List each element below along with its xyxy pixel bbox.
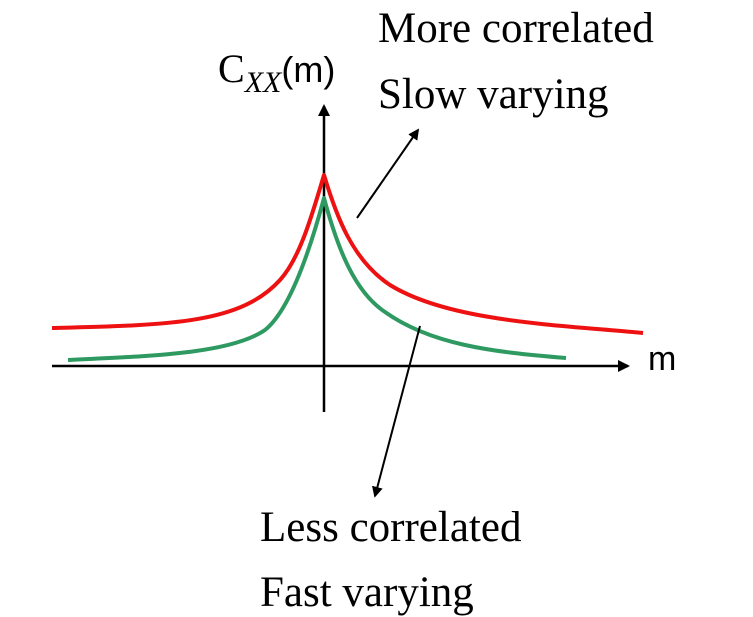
annotation-less-correlated-line1: Less correlated xyxy=(260,504,521,551)
x-axis-label: m xyxy=(648,340,676,378)
curve-less-correlated xyxy=(67,196,567,362)
curve-more-correlated xyxy=(51,173,644,335)
y-axis-label-subscript: XX xyxy=(244,66,283,99)
annotation-less-correlated-line2: Fast varying xyxy=(260,569,474,616)
annotation-more-correlated-line2: Slow varying xyxy=(378,71,609,118)
pointer-more-correlated xyxy=(356,128,420,219)
pointer-less-correlated xyxy=(372,325,421,498)
y-axis-label-argument: (m) xyxy=(281,49,335,90)
annotation-more-correlated-line1: More correlated xyxy=(378,5,654,52)
y-axis-label: CXX(m) xyxy=(218,46,335,99)
y-axis-label-main: C xyxy=(218,46,245,91)
